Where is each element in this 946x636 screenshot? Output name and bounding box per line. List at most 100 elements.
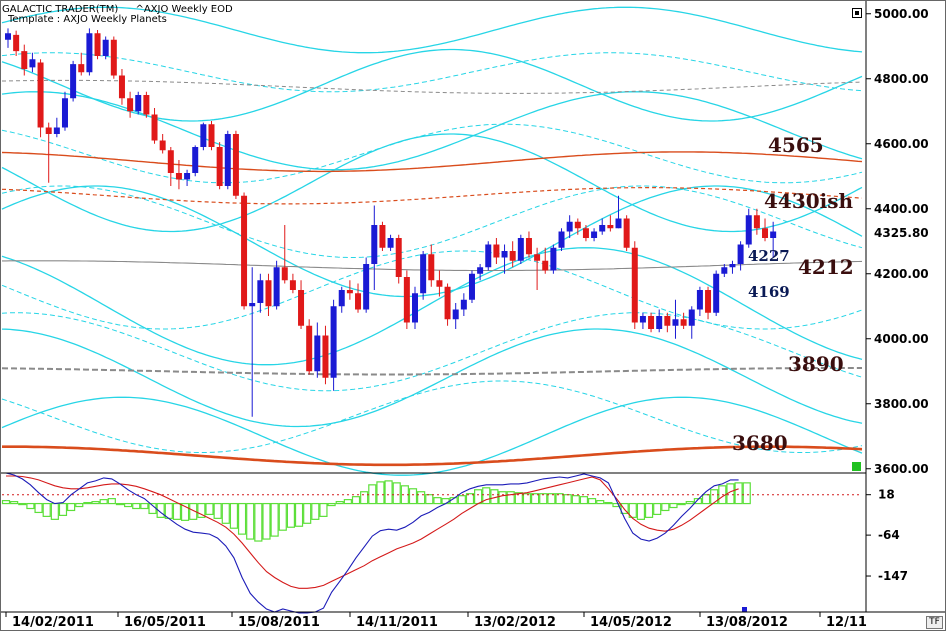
price-level-label: 4430ish xyxy=(764,189,854,213)
candle-body xyxy=(566,221,573,232)
candle-body xyxy=(403,277,410,323)
histogram-bar xyxy=(482,487,491,505)
panel-toggle-icon[interactable] xyxy=(852,8,862,18)
candle-body xyxy=(542,260,549,271)
histogram-bar xyxy=(465,493,475,505)
candle-body xyxy=(550,247,557,271)
histogram-bar xyxy=(327,502,336,507)
candle-body xyxy=(289,280,296,290)
candle-body xyxy=(208,124,215,147)
app-title-text: GALACTIC TRADER(TM) xyxy=(2,4,119,15)
candle-body xyxy=(330,306,337,378)
y-tick-label: 4600.00 xyxy=(874,137,929,151)
y-tick-label: 4400.00 xyxy=(874,202,929,216)
candle-body xyxy=(175,173,182,180)
candle-body xyxy=(599,225,606,232)
panel-toggle-dot xyxy=(855,11,859,15)
histogram-bar xyxy=(172,502,182,520)
histogram-bar xyxy=(67,502,76,512)
cycle-band-line xyxy=(1,185,863,298)
histogram-bar xyxy=(343,499,352,505)
candle-body xyxy=(53,127,60,134)
candle-body xyxy=(607,225,614,229)
cycle-band-line xyxy=(1,187,863,205)
candle-body xyxy=(745,215,752,245)
histogram-bar xyxy=(132,502,141,510)
histogram-bar xyxy=(229,502,239,529)
histogram-bar xyxy=(596,500,605,505)
candle-body xyxy=(452,309,459,320)
template-label: Template : AXJO Weekly Planets xyxy=(8,14,167,25)
candle-body xyxy=(94,33,101,56)
candle-body xyxy=(273,267,280,307)
cycle-band-line xyxy=(2,79,863,94)
histogram-bar xyxy=(693,498,703,505)
candle-body xyxy=(13,34,20,52)
candle-body xyxy=(477,267,484,274)
price-level-label: 4169 xyxy=(748,283,790,301)
panel-resize-handle[interactable] xyxy=(852,462,861,471)
candle-body xyxy=(184,173,191,180)
candle-body xyxy=(45,127,52,134)
x-tick-label: 14/11/2011 xyxy=(356,615,438,630)
candle-body xyxy=(102,39,109,56)
osc-tick-label: 18 xyxy=(878,488,895,502)
candle-body xyxy=(517,238,524,261)
timeframe-button[interactable]: TF xyxy=(926,616,943,629)
histogram-bar xyxy=(677,502,686,506)
candle-body xyxy=(639,316,646,323)
histogram-bar xyxy=(360,491,369,505)
histogram-bar xyxy=(742,482,751,505)
candle-body xyxy=(159,140,166,151)
histogram-bar xyxy=(99,499,108,505)
candle-body xyxy=(648,316,655,329)
histogram-bar xyxy=(237,502,247,535)
histogram-bar xyxy=(522,493,532,505)
histogram-bar xyxy=(197,502,206,518)
histogram-bar xyxy=(384,480,393,505)
candle-body xyxy=(705,290,712,313)
cycle-band-line xyxy=(1,123,863,184)
candle-body xyxy=(167,150,174,173)
histogram-bar xyxy=(530,493,540,505)
candle-body xyxy=(656,316,663,329)
candle-body xyxy=(363,264,370,310)
y-tick-label: 4800.00 xyxy=(874,72,929,86)
osc-tick-label: -64 xyxy=(878,528,900,542)
candle-body xyxy=(737,244,744,264)
candle-body xyxy=(680,319,687,326)
candle-body xyxy=(200,124,207,147)
price-annotations: 4565 4430ish 4227 4212 4169 3890 3680 xyxy=(732,133,854,455)
histogram-bar xyxy=(506,491,515,505)
candle-body xyxy=(192,147,199,173)
histogram-bar xyxy=(189,502,198,520)
candle-body xyxy=(729,264,736,268)
candle-body xyxy=(78,64,85,73)
x-tick-label: 13/08/2012 xyxy=(706,615,788,630)
histogram-bar xyxy=(319,502,328,517)
price-level-label: 4227 xyxy=(748,247,790,265)
histogram-bar xyxy=(1,500,11,505)
candle-body xyxy=(257,280,264,303)
candle-body xyxy=(249,303,256,307)
histogram-bar xyxy=(376,481,385,505)
candle-body xyxy=(428,254,435,281)
app-title: GALACTIC TRADER(TM) ^AXJO Weekly EOD xyxy=(2,4,233,15)
price-cycle-bands xyxy=(1,6,863,476)
histogram-bar xyxy=(26,502,35,510)
candle-body xyxy=(770,231,777,238)
cycle-band-line xyxy=(1,185,863,258)
candle-body xyxy=(143,95,150,115)
candle-body xyxy=(485,244,492,268)
candle-body xyxy=(713,273,720,313)
candle-body xyxy=(623,218,630,248)
histogram-bar xyxy=(547,493,556,505)
histogram-bar xyxy=(612,502,621,508)
candle-body xyxy=(582,228,589,238)
histogram-bar xyxy=(710,489,719,505)
candle-body xyxy=(338,290,345,307)
candle-body xyxy=(241,195,248,307)
candle-body xyxy=(721,267,728,274)
